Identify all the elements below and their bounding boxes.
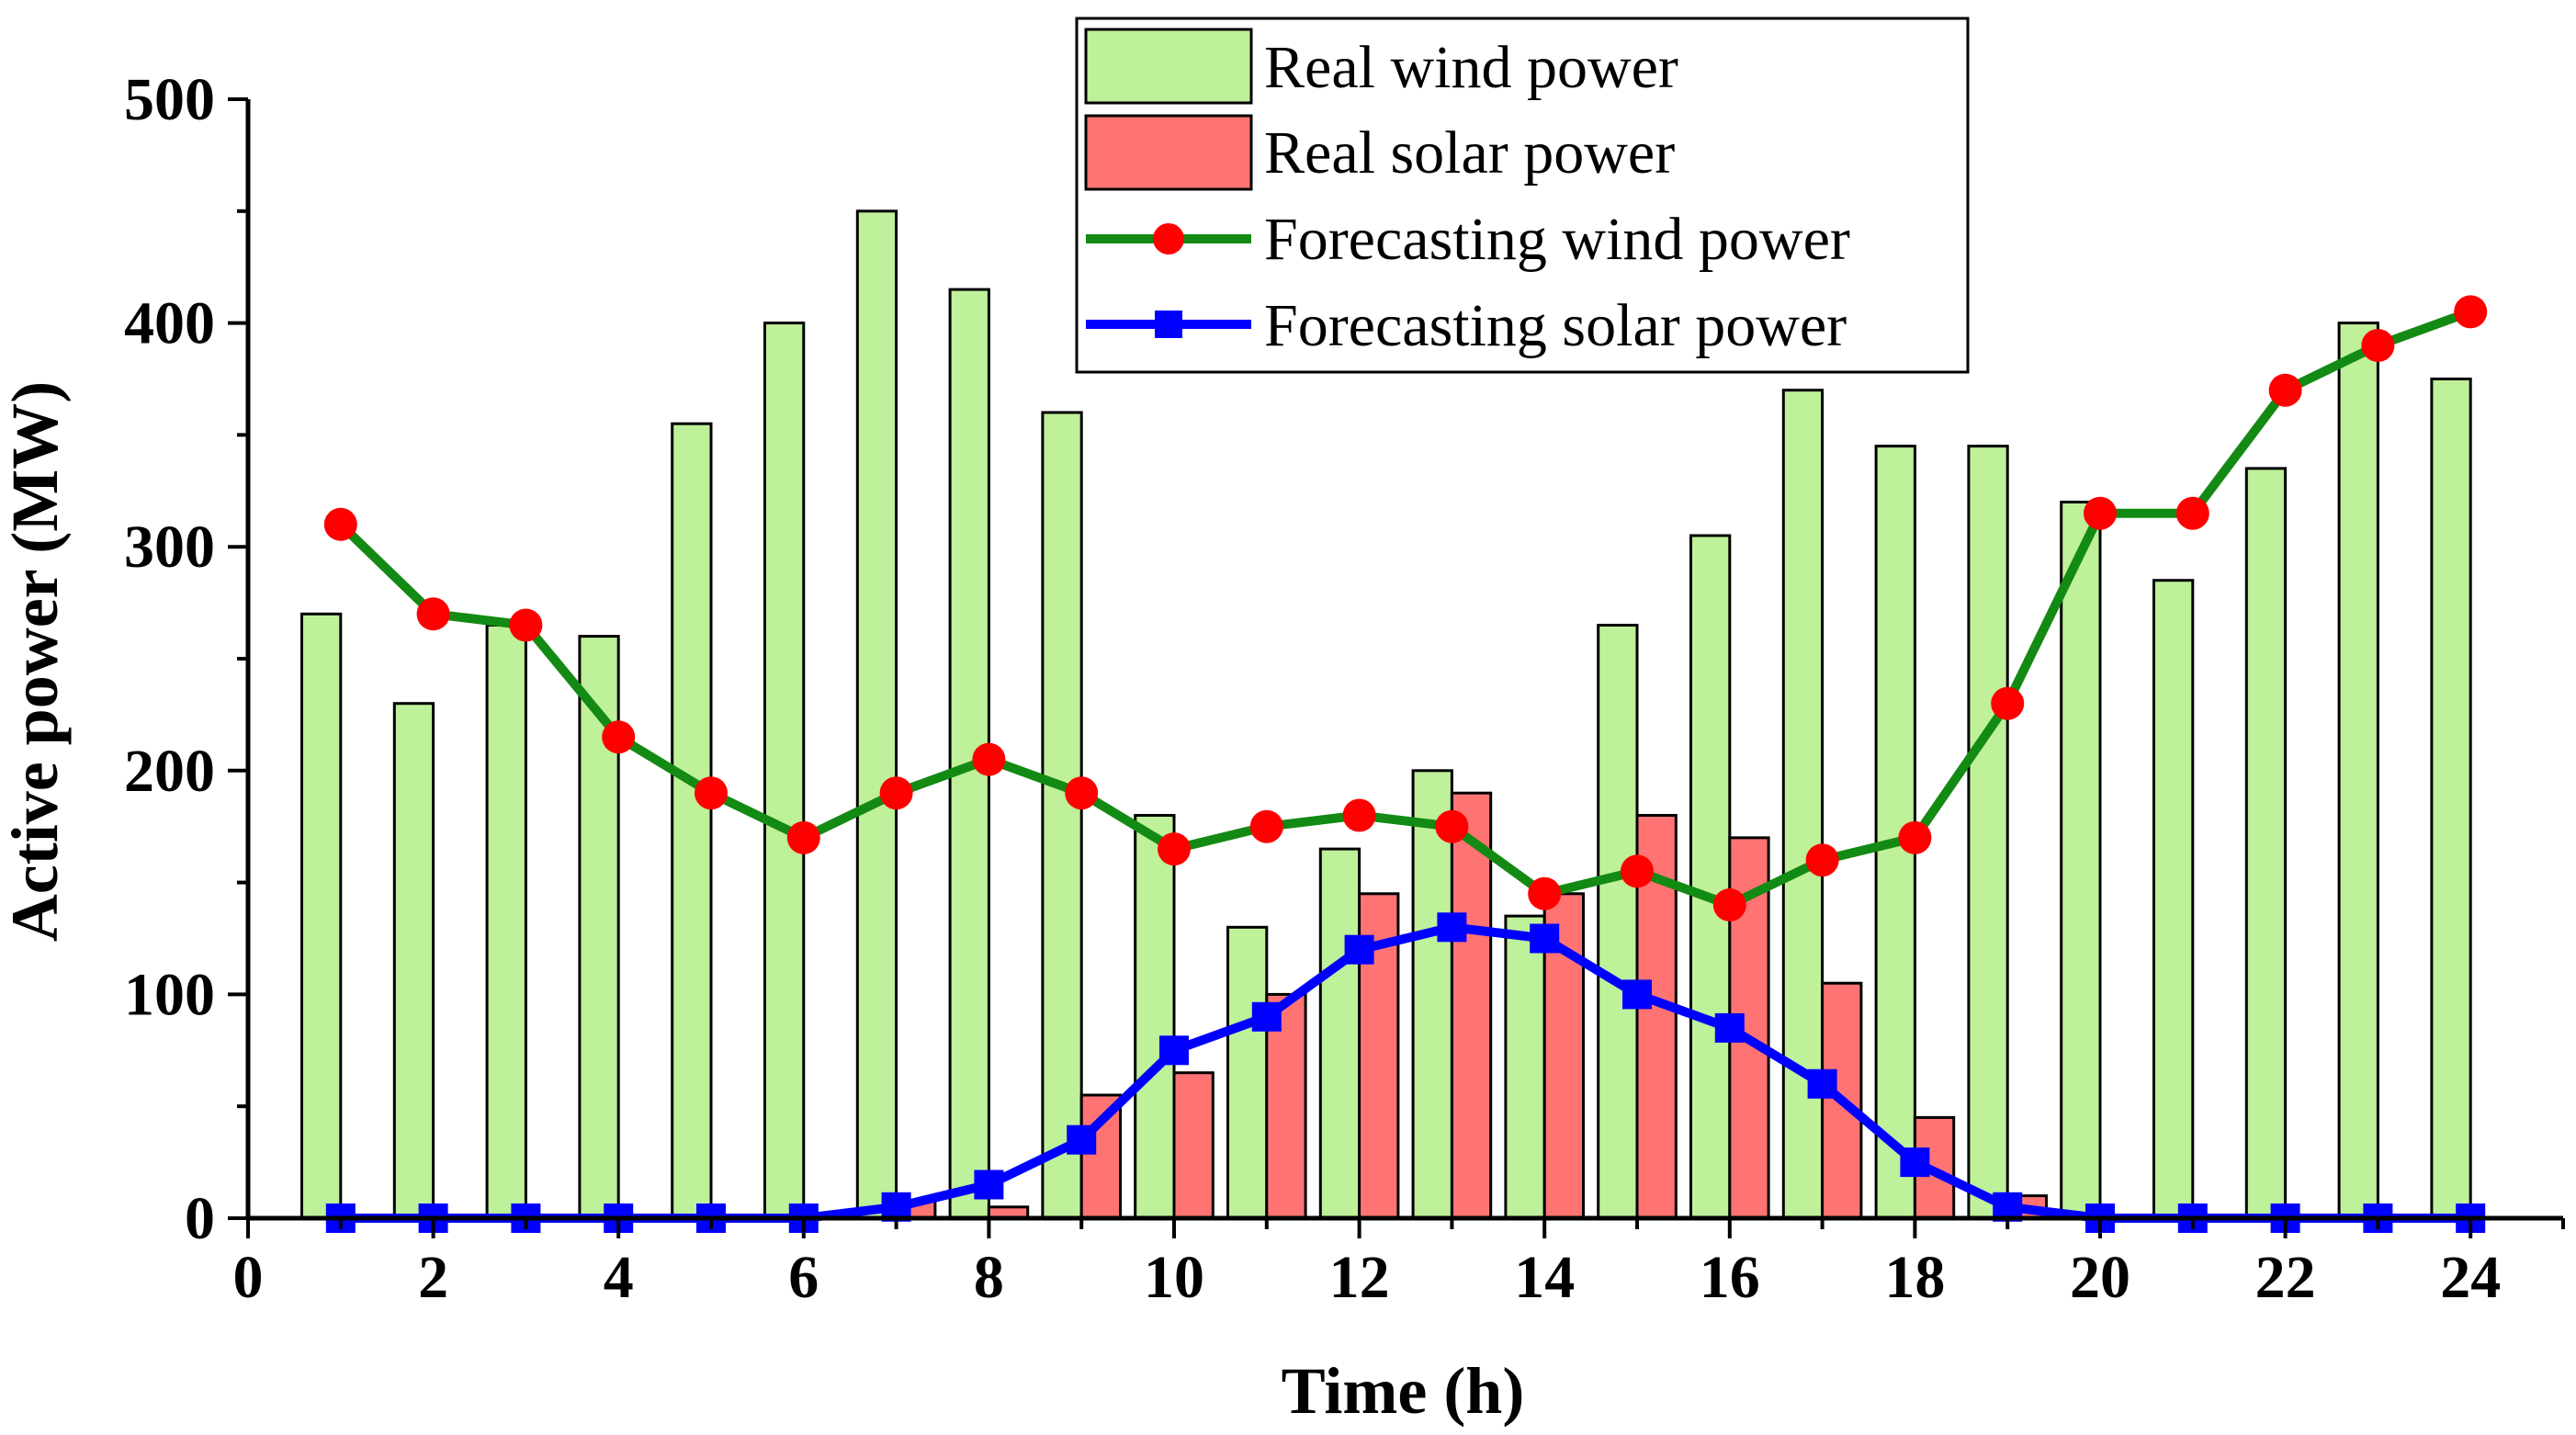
point-forecasting-wind-power-11: [1249, 809, 1283, 843]
bar-real-wind-power-1: [300, 612, 343, 1220]
y-tick-label-200: 200: [124, 738, 215, 805]
bar-real-wind-power-22: [2244, 467, 2288, 1220]
line-forecasting-solar-power: [340, 922, 2471, 1223]
point-forecasting-wind-power-9: [1065, 776, 1099, 810]
point-forecasting-solar-power-13: [1437, 912, 1467, 943]
point-forecasting-wind-power-12: [1342, 798, 1376, 832]
bar-real-wind-power-3: [485, 624, 527, 1220]
legend-item-real-wind: Real wind power: [1084, 28, 1678, 105]
y-tick-label-500: 500: [124, 66, 215, 133]
x-tick-label-0: 0: [233, 1244, 264, 1311]
y-axis-title: Active power (MW): [0, 381, 72, 942]
legend: Real wind power Real solar power Forecas…: [1075, 17, 1970, 374]
x-tick-label-16: 16: [1700, 1244, 1760, 1311]
x-tick-label-14: 14: [1514, 1244, 1575, 1311]
point-forecasting-wind-power-7: [879, 776, 913, 810]
legend-label-real-wind: Real wind power: [1264, 34, 1678, 101]
x-tick-label-12: 12: [1329, 1244, 1390, 1311]
point-forecasting-wind-power-1: [323, 507, 357, 541]
point-forecasting-wind-power-23: [2361, 329, 2395, 362]
legend-swatch-real-wind: [1084, 28, 1253, 105]
bar-real-wind-power-19: [1967, 445, 2009, 1220]
bar-real-wind-power-14: [1504, 914, 1546, 1220]
point-forecasting-wind-power-17: [1805, 843, 1839, 877]
point-forecasting-solar-power-15: [1622, 979, 1652, 1010]
point-forecasting-wind-power-6: [786, 820, 820, 854]
x-tick-label-6: 6: [788, 1244, 819, 1311]
line-forecasting-wind-power: [337, 307, 2472, 910]
bar-real-wind-power-21: [2152, 579, 2195, 1220]
x-axis-title: Time (h): [1282, 1354, 1525, 1428]
bar-real-wind-power-7: [855, 209, 898, 1220]
bar-real-solar-power-10: [1172, 1071, 1215, 1220]
point-forecasting-solar-power-9: [1067, 1124, 1097, 1155]
point-forecasting-wind-power-18: [1898, 820, 1932, 854]
bar-real-solar-power-11: [1265, 992, 1307, 1220]
point-forecasting-wind-power-8: [972, 742, 1006, 776]
x-tick-label-10: 10: [1144, 1244, 1204, 1311]
x-tick-label-2: 2: [418, 1244, 448, 1311]
point-forecasting-solar-power-17: [1807, 1068, 1837, 1099]
point-forecasting-wind-power-13: [1435, 809, 1469, 843]
bar-real-wind-power-20: [2060, 501, 2102, 1220]
legend-marker-forecast-solar: [1155, 311, 1182, 338]
point-forecasting-solar-power-8: [974, 1169, 1004, 1200]
x-tick-label-24: 24: [2440, 1244, 2501, 1311]
bar-real-solar-power-9: [1079, 1093, 1122, 1220]
point-forecasting-solar-power-10: [1159, 1035, 1189, 1066]
point-forecasting-solar-power-11: [1251, 1001, 1282, 1032]
point-forecasting-wind-power-14: [1528, 876, 1562, 910]
point-forecasting-wind-power-2: [416, 597, 450, 631]
bar-real-wind-power-16: [1689, 534, 1732, 1220]
point-forecasting-solar-power-12: [1344, 934, 1374, 965]
point-forecasting-wind-power-15: [1621, 854, 1654, 888]
point-forecasting-wind-power-24: [2454, 295, 2488, 329]
bar-real-wind-power-11: [1226, 925, 1269, 1220]
legend-label-forecast-wind: Forecasting wind power: [1264, 206, 1850, 273]
x-tick-label-20: 20: [2070, 1244, 2130, 1311]
legend-marker-forecast-wind: [1153, 223, 1184, 254]
x-tick-label-4: 4: [604, 1244, 634, 1311]
y-tick-label-300: 300: [124, 514, 215, 581]
point-forecasting-wind-power-22: [2268, 373, 2302, 407]
point-forecasting-wind-power-10: [1158, 832, 1191, 866]
legend-item-forecast-solar: Forecasting solar power: [1086, 292, 1847, 359]
bar-real-wind-power-5: [671, 422, 713, 1220]
y-tick-label-0: 0: [185, 1185, 215, 1252]
legend-item-forecast-wind: Forecasting wind power: [1086, 206, 1850, 273]
bar-real-wind-power-15: [1597, 624, 1639, 1220]
bar-real-wind-power-23: [2337, 322, 2379, 1220]
bar-real-wind-power-24: [2430, 378, 2472, 1220]
point-forecasting-wind-power-3: [509, 608, 543, 642]
legend-label-real-solar: Real solar power: [1264, 119, 1675, 186]
y-tick-label-100: 100: [124, 961, 215, 1028]
point-forecasting-wind-power-19: [1991, 686, 2025, 720]
bar-real-wind-power-2: [392, 702, 435, 1220]
x-tick-label-8: 8: [974, 1244, 1004, 1311]
point-forecasting-wind-power-21: [2175, 496, 2209, 530]
bar-real-wind-power-10: [1134, 814, 1176, 1220]
bar-real-wind-power-12: [1318, 847, 1361, 1220]
point-forecasting-wind-power-4: [602, 720, 636, 754]
point-forecasting-solar-power-16: [1714, 1012, 1745, 1043]
bar-real-solar-power-13: [1450, 791, 1493, 1220]
bar-real-wind-power-9: [1041, 411, 1083, 1220]
point-forecasting-wind-power-5: [695, 776, 728, 810]
point-forecasting-wind-power-20: [2084, 496, 2117, 530]
y-tick-label-400: 400: [124, 290, 215, 357]
legend-label-forecast-solar: Forecasting solar power: [1264, 292, 1847, 359]
point-forecasting-solar-power-14: [1530, 923, 1560, 954]
x-tick-label-22: 22: [2255, 1244, 2316, 1311]
legend-item-real-solar: Real solar power: [1084, 114, 1675, 191]
point-forecasting-solar-power-18: [1900, 1147, 1930, 1178]
point-forecasting-wind-power-16: [1712, 888, 1746, 921]
legend-swatch-real-solar: [1084, 114, 1253, 191]
bar-real-wind-power-6: [763, 322, 806, 1220]
x-tick-label-18: 18: [1884, 1244, 1945, 1311]
